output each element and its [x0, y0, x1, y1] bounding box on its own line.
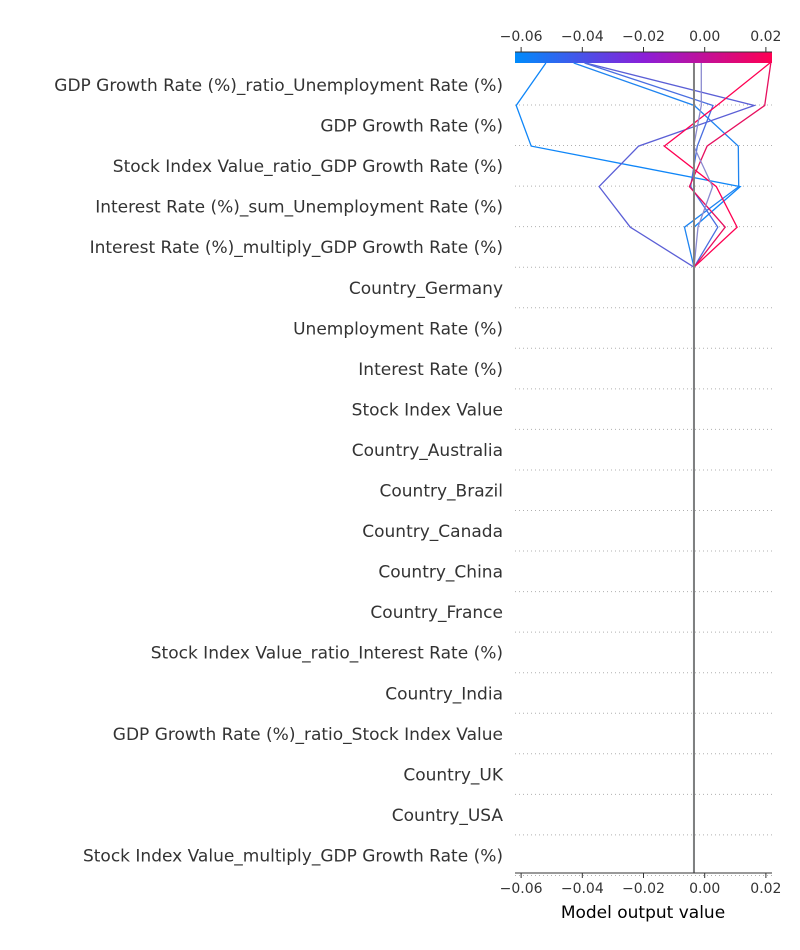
tick-label: −0.04	[561, 881, 604, 897]
decision-path	[688, 62, 772, 268]
feature-label: Interest Rate (%)_multiply_GDP Growth Ra…	[90, 238, 503, 258]
feature-label: Country_Brazil	[380, 482, 503, 502]
colorbar	[515, 52, 772, 63]
tick-label: 0.02	[750, 881, 781, 897]
feature-label: Country_France	[370, 603, 503, 623]
feature-label: Interest Rate (%)_sum_Unemployment Rate …	[95, 198, 503, 218]
tick-label: −0.06	[500, 29, 543, 45]
top-axis: −0.06 −0.04 −0.02 0.00 0.02	[500, 29, 781, 53]
feature-label: Country_UK	[403, 765, 503, 785]
decision-path	[663, 62, 771, 268]
tick-label: 0.02	[750, 29, 781, 45]
decision-path	[585, 62, 757, 268]
feature-label: Country_Canada	[362, 522, 503, 542]
tick-label: 0.00	[689, 29, 720, 45]
feature-label: Country_USA	[392, 806, 504, 826]
feature-labels: GDP Growth Rate (%)_ratio_Unemployment R…	[54, 76, 504, 866]
bottom-axis: −0.06 −0.04 −0.02 0.00 0.02	[500, 872, 781, 897]
feature-label: GDP Growth Rate (%)_ratio_Unemployment R…	[54, 76, 503, 96]
decision-path	[573, 62, 740, 268]
tick-label: −0.02	[622, 881, 665, 897]
feature-label: GDP Growth Rate (%)_ratio_Stock Index Va…	[113, 725, 503, 745]
decision-path	[584, 62, 719, 268]
feature-label: Stock Index Value	[352, 400, 503, 420]
feature-label: Interest Rate (%)	[358, 360, 503, 380]
feature-label: Country_Australia	[352, 441, 503, 461]
feature-label: Stock Index Value_ratio_Interest Rate (%…	[151, 644, 503, 664]
decision-path	[693, 63, 714, 268]
feature-label: Unemployment Rate (%)	[293, 319, 503, 339]
x-axis-title: Model output value	[561, 903, 725, 923]
gridlines	[515, 104, 772, 876]
feature-label: Stock Index Value_multiply_GDP Growth Ra…	[83, 846, 503, 866]
tick-label: −0.02	[622, 29, 665, 45]
feature-label: Country_Germany	[349, 279, 503, 299]
feature-label: Country_India	[385, 684, 503, 704]
feature-label: GDP Growth Rate (%)	[320, 117, 503, 137]
feature-label: Stock Index Value_ratio_GDP Growth Rate …	[113, 157, 503, 177]
feature-label: Country_China	[378, 563, 503, 583]
tick-label: −0.04	[561, 29, 604, 45]
tick-label: 0.00	[689, 881, 720, 897]
decision-paths	[515, 62, 772, 873]
tick-label: −0.06	[500, 881, 543, 897]
